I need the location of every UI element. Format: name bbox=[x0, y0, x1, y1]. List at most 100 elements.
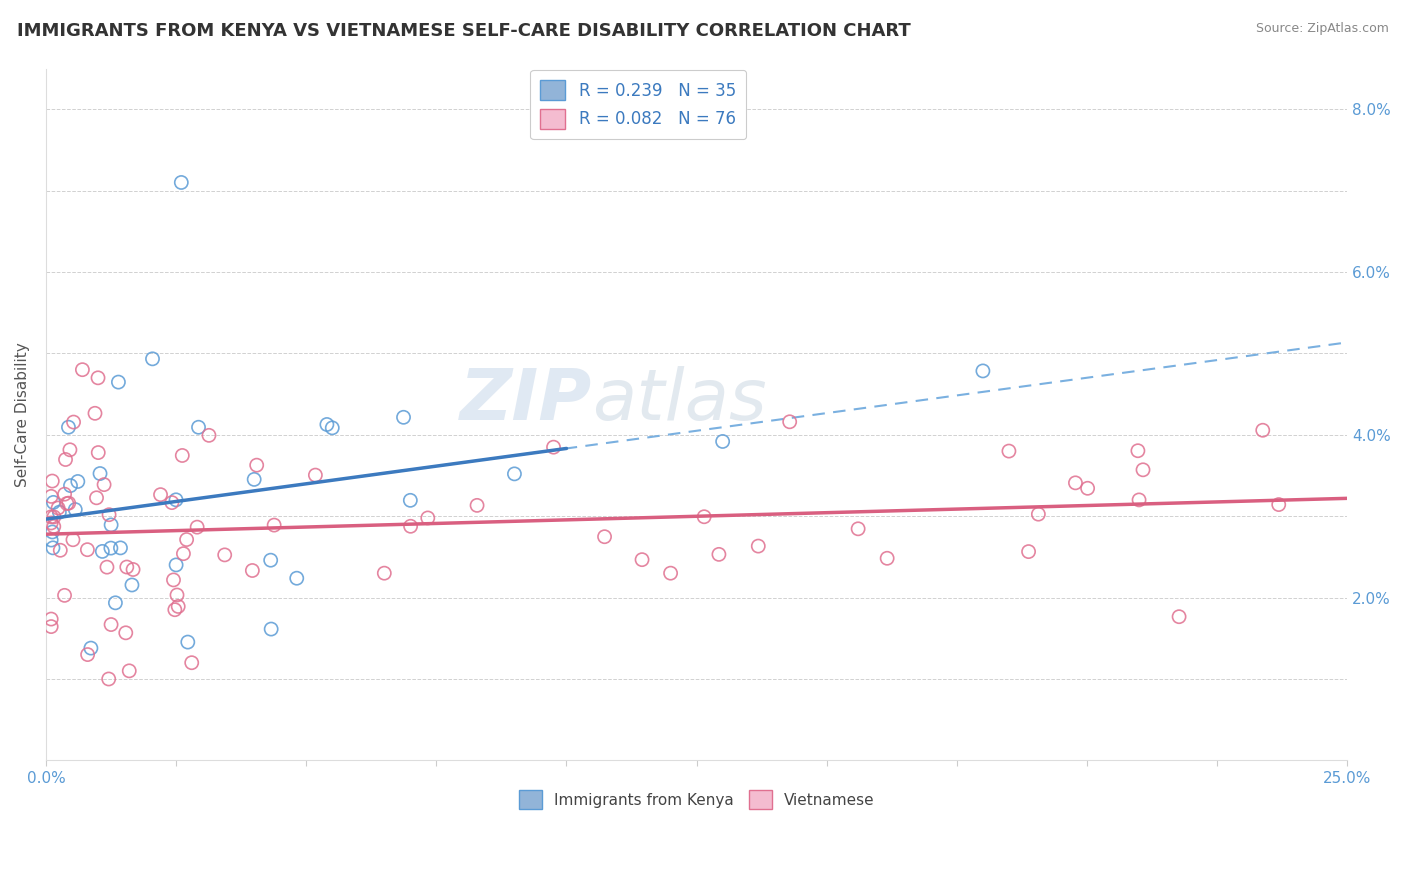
Point bbox=[187, 420, 209, 434]
Point bbox=[141, 351, 163, 366]
Point bbox=[42, 541, 65, 555]
Y-axis label: Self-Care Disability: Self-Care Disability bbox=[15, 342, 30, 487]
Point bbox=[167, 599, 190, 614]
Point bbox=[1267, 498, 1289, 512]
Point bbox=[53, 487, 76, 501]
Point bbox=[39, 516, 62, 530]
Point bbox=[747, 539, 769, 553]
Point bbox=[100, 617, 122, 632]
Point bbox=[711, 434, 734, 449]
Point bbox=[1064, 475, 1087, 490]
Point bbox=[263, 518, 285, 533]
Point bbox=[998, 444, 1021, 458]
Point bbox=[42, 510, 65, 524]
Point bbox=[100, 517, 122, 532]
Point bbox=[160, 495, 183, 509]
Point bbox=[46, 501, 69, 516]
Point bbox=[98, 508, 121, 522]
Point bbox=[392, 410, 415, 425]
Point bbox=[114, 625, 136, 640]
Point bbox=[87, 445, 110, 459]
Point bbox=[1251, 423, 1274, 437]
Point bbox=[56, 496, 79, 510]
Point bbox=[76, 542, 98, 557]
Point bbox=[58, 420, 80, 434]
Point bbox=[91, 544, 114, 558]
Point bbox=[177, 635, 200, 649]
Text: atlas: atlas bbox=[592, 366, 768, 435]
Point bbox=[100, 541, 122, 555]
Point bbox=[41, 474, 63, 488]
Point bbox=[631, 552, 654, 566]
Point bbox=[846, 522, 869, 536]
Point bbox=[399, 493, 422, 508]
Point bbox=[503, 467, 526, 481]
Point bbox=[149, 488, 172, 502]
Point bbox=[172, 547, 194, 561]
Point bbox=[122, 562, 145, 576]
Point bbox=[62, 415, 84, 429]
Point bbox=[1132, 463, 1154, 477]
Point bbox=[198, 428, 221, 442]
Point bbox=[115, 560, 138, 574]
Point bbox=[62, 533, 84, 547]
Point bbox=[93, 477, 115, 491]
Point bbox=[48, 505, 70, 519]
Point bbox=[1128, 492, 1150, 507]
Point bbox=[465, 499, 488, 513]
Point bbox=[416, 511, 439, 525]
Point bbox=[118, 664, 141, 678]
Point bbox=[39, 509, 62, 524]
Point bbox=[162, 573, 184, 587]
Point bbox=[285, 571, 308, 585]
Point bbox=[693, 509, 716, 524]
Point bbox=[76, 648, 98, 662]
Point bbox=[1077, 481, 1099, 495]
Point bbox=[55, 452, 77, 467]
Point bbox=[121, 578, 143, 592]
Point bbox=[243, 472, 266, 486]
Point bbox=[86, 491, 108, 505]
Point bbox=[97, 672, 120, 686]
Legend: Immigrants from Kenya, Vietnamese: Immigrants from Kenya, Vietnamese bbox=[513, 784, 880, 815]
Point bbox=[59, 478, 82, 492]
Point bbox=[779, 415, 801, 429]
Point bbox=[163, 603, 186, 617]
Point bbox=[104, 596, 127, 610]
Point bbox=[304, 468, 326, 483]
Point bbox=[170, 176, 193, 190]
Point bbox=[59, 442, 82, 457]
Point bbox=[172, 449, 194, 463]
Point bbox=[373, 566, 395, 581]
Point bbox=[66, 475, 89, 489]
Point bbox=[246, 458, 269, 472]
Text: IMMIGRANTS FROM KENYA VS VIETNAMESE SELF-CARE DISABILITY CORRELATION CHART: IMMIGRANTS FROM KENYA VS VIETNAMESE SELF… bbox=[17, 22, 911, 40]
Point bbox=[165, 492, 187, 507]
Point bbox=[1126, 443, 1149, 458]
Point bbox=[1018, 544, 1040, 558]
Point bbox=[58, 496, 80, 510]
Point bbox=[315, 417, 337, 432]
Point bbox=[165, 558, 187, 572]
Point bbox=[543, 440, 565, 454]
Point bbox=[1168, 609, 1191, 624]
Point bbox=[214, 548, 236, 562]
Point bbox=[972, 364, 994, 378]
Point bbox=[240, 564, 263, 578]
Point bbox=[876, 551, 898, 566]
Point bbox=[180, 656, 202, 670]
Point bbox=[176, 533, 198, 547]
Point bbox=[260, 553, 283, 567]
Point bbox=[659, 566, 682, 581]
Point bbox=[87, 371, 110, 385]
Point bbox=[321, 421, 343, 435]
Point bbox=[53, 588, 76, 602]
Point bbox=[65, 502, 87, 516]
Point bbox=[39, 619, 62, 633]
Point bbox=[39, 612, 62, 626]
Text: ZIP: ZIP bbox=[460, 366, 592, 435]
Point bbox=[39, 489, 62, 503]
Point bbox=[96, 560, 118, 574]
Point bbox=[107, 375, 129, 389]
Point bbox=[593, 530, 616, 544]
